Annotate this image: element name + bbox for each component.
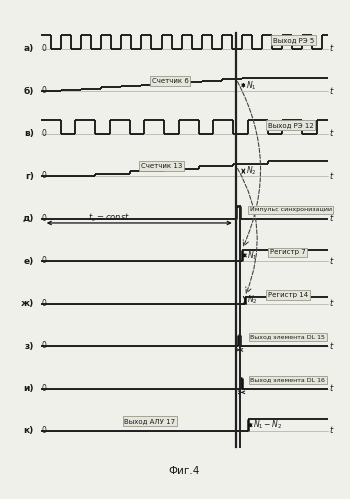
Text: $N_1$: $N_1$	[246, 79, 256, 91]
Text: в): в)	[24, 129, 34, 138]
Text: t: t	[329, 427, 333, 436]
Text: Выход РЭ 12: Выход РЭ 12	[268, 122, 314, 128]
Text: t: t	[329, 384, 333, 393]
Text: t: t	[329, 256, 333, 265]
Text: а): а)	[23, 44, 34, 53]
Text: з): з)	[25, 342, 34, 351]
Text: Импульс синхронизации: Импульс синхронизации	[250, 208, 332, 213]
Text: 0: 0	[42, 256, 47, 265]
Text: г): г)	[25, 172, 34, 181]
Text: 0: 0	[42, 299, 47, 308]
Text: и): и)	[23, 384, 34, 393]
Text: $\tau$: $\tau$	[238, 381, 244, 390]
Text: t: t	[329, 44, 333, 53]
Text: д): д)	[22, 214, 34, 223]
Text: $t_c = const$: $t_c = const$	[88, 212, 130, 224]
Text: Выход элемента DL 15: Выход элемента DL 15	[250, 335, 325, 340]
Text: 0: 0	[42, 86, 47, 95]
Text: ж): ж)	[21, 299, 34, 308]
Text: Выход элемента DL 16: Выход элемента DL 16	[250, 377, 325, 382]
Text: е): е)	[23, 256, 34, 265]
Text: Регистр 14: Регистр 14	[268, 292, 308, 298]
Text: t: t	[329, 172, 333, 181]
Text: $N_2$: $N_2$	[246, 165, 256, 178]
Text: 0: 0	[42, 384, 47, 393]
Text: t: t	[329, 129, 333, 138]
Text: $N_2$: $N_2$	[247, 294, 258, 306]
Text: 0: 0	[42, 171, 47, 180]
Text: $N_1$: $N_1$	[247, 249, 258, 261]
Text: Выход РЭ 5: Выход РЭ 5	[273, 37, 314, 43]
Text: Регистр 7: Регистр 7	[270, 250, 306, 255]
Text: 0: 0	[42, 341, 47, 350]
Text: t: t	[329, 214, 333, 223]
Text: Фиг.4: Фиг.4	[169, 466, 200, 476]
Text: $\tau$: $\tau$	[236, 339, 242, 348]
Text: к): к)	[23, 427, 34, 436]
Text: 0: 0	[42, 214, 47, 223]
Text: Счетчик 6: Счетчик 6	[152, 78, 189, 84]
Text: б): б)	[23, 87, 34, 96]
Text: Выход АЛУ 17: Выход АЛУ 17	[125, 418, 176, 424]
Text: t: t	[329, 87, 333, 96]
Text: 0: 0	[42, 129, 47, 138]
Text: t: t	[329, 299, 333, 308]
Text: t: t	[329, 342, 333, 351]
Text: 0: 0	[42, 44, 47, 53]
Text: $N_1 - N_2$: $N_1 - N_2$	[253, 419, 282, 432]
Text: Счетчик 13: Счетчик 13	[141, 163, 182, 169]
Text: 0: 0	[42, 426, 47, 435]
